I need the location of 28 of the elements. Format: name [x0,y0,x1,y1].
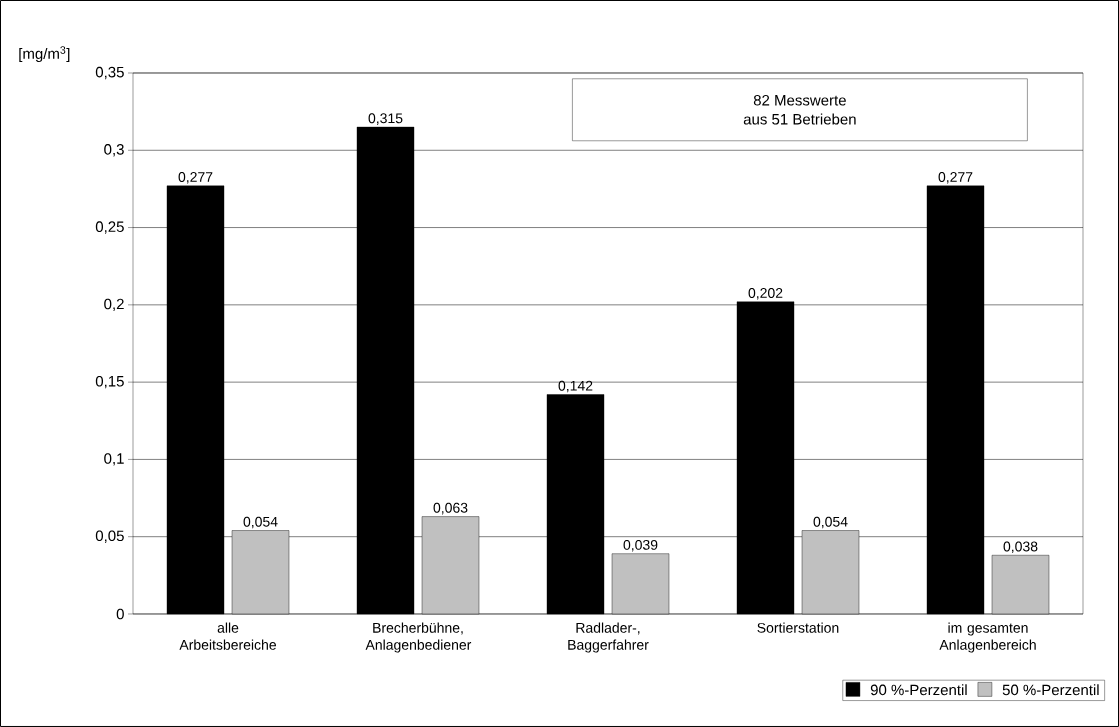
x-tick-label: Sortierstation [757,622,839,633]
y-tick-label: 0,1 [104,453,124,466]
data-label: 0,063 [433,502,468,515]
x-tick-label: Radlader-, Baggerfahrer [568,622,649,653]
x-tick-label: im gesamten Anlagenbereich [939,622,1036,653]
y-axis-title: [mg/m$^{3}$] [19,46,70,62]
y-tick-label: 0,35 [95,66,124,80]
y-tick-label: 0,05 [95,530,124,543]
y-tick-label: 0,15 [95,375,124,389]
data-label: 0,142 [558,380,593,393]
data-label: 0,277 [938,172,973,184]
y-tick-label: 0,25 [95,221,124,234]
data-label: 0,202 [748,287,783,300]
data-label: 0,054 [243,516,278,529]
y-tick-label: 0,3 [104,144,124,157]
data-label: 0,038 [1003,541,1038,554]
y-tick-label: 0 [116,608,124,620]
data-label: 0,054 [813,516,848,529]
x-tick-label: alle Arbeitsbereiche [179,622,277,650]
legend-label: 90 %-Perzentil [870,684,967,696]
annotation: 82 Messwerte [753,94,846,106]
annotation: aus 51 Betrieben [743,113,856,125]
y-tick-label: 0,2 [104,298,124,312]
data-label: 0,315 [368,113,403,125]
legend-label: 50 %-Perzentil [1002,684,1099,696]
x-tick-label: Brecherbühne, Anlagenbediener [365,622,472,653]
data-label: 0,039 [623,539,658,552]
data-label: 0,277 [178,172,213,184]
